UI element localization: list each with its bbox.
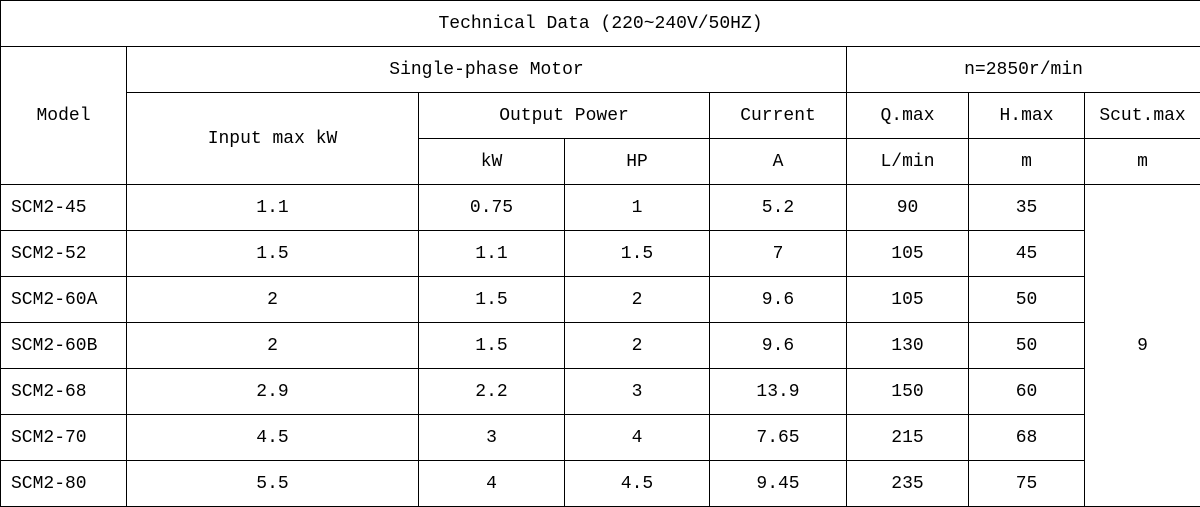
cell-qmax: 235: [847, 461, 969, 507]
col-output-power: Output Power: [419, 93, 710, 139]
unit-lmin: L/min: [847, 139, 969, 185]
cell-model: SCM2-60B: [1, 323, 127, 369]
table-row: SCM2-68 2.9 2.2 3 13.9 150 60: [1, 369, 1200, 415]
unit-hp: HP: [565, 139, 710, 185]
cell-qmax: 150: [847, 369, 969, 415]
cell-current: 7: [710, 231, 847, 277]
cell-qmax: 90: [847, 185, 969, 231]
cell-input: 4.5: [127, 415, 419, 461]
cell-kw: 1.5: [419, 323, 565, 369]
unit-a: A: [710, 139, 847, 185]
cell-qmax: 105: [847, 277, 969, 323]
cell-current: 5.2: [710, 185, 847, 231]
cell-qmax: 105: [847, 231, 969, 277]
group-single-phase-motor: Single-phase Motor: [127, 47, 847, 93]
cell-current: 9.6: [710, 323, 847, 369]
cell-model: SCM2-70: [1, 415, 127, 461]
cell-input: 2.9: [127, 369, 419, 415]
col-scut: Scut.max: [1085, 93, 1200, 139]
cell-kw: 1.5: [419, 277, 565, 323]
table-row: SCM2-52 1.5 1.1 1.5 7 105 45: [1, 231, 1200, 277]
group-n-rpm: n=2850r/min: [847, 47, 1200, 93]
cell-current: 9.6: [710, 277, 847, 323]
cell-current: 7.65: [710, 415, 847, 461]
technical-data-table: Technical Data (220~240V/50HZ) Model Sin…: [0, 0, 1200, 507]
cell-qmax: 215: [847, 415, 969, 461]
cell-hmax: 45: [969, 231, 1085, 277]
cell-kw: 0.75: [419, 185, 565, 231]
cell-hp: 2: [565, 277, 710, 323]
col-input: Input max kW: [127, 93, 419, 185]
table-row: SCM2-60A 2 1.5 2 9.6 105 50: [1, 277, 1200, 323]
table-row: SCM2-70 4.5 3 4 7.65 215 68: [1, 415, 1200, 461]
cell-hmax: 60: [969, 369, 1085, 415]
header-row-1: Model Single-phase Motor n=2850r/min: [1, 47, 1200, 93]
cell-input: 1.1: [127, 185, 419, 231]
cell-hmax: 75: [969, 461, 1085, 507]
cell-hp: 1: [565, 185, 710, 231]
header-row-2: Input max kW Output Power Current Q.max …: [1, 93, 1200, 139]
table-title: Technical Data (220~240V/50HZ): [1, 1, 1200, 47]
table-row: SCM2-60B 2 1.5 2 9.6 130 50: [1, 323, 1200, 369]
cell-input: 2: [127, 277, 419, 323]
cell-hmax: 68: [969, 415, 1085, 461]
cell-kw: 3: [419, 415, 565, 461]
cell-hp: 1.5: [565, 231, 710, 277]
unit-m-scut: m: [1085, 139, 1200, 185]
cell-model: SCM2-80: [1, 461, 127, 507]
col-model: Model: [1, 47, 127, 185]
cell-current: 9.45: [710, 461, 847, 507]
cell-model: SCM2-52: [1, 231, 127, 277]
cell-hmax: 50: [969, 277, 1085, 323]
col-current: Current: [710, 93, 847, 139]
col-qmax: Q.max: [847, 93, 969, 139]
cell-hp: 4: [565, 415, 710, 461]
cell-hp: 4.5: [565, 461, 710, 507]
cell-input: 2: [127, 323, 419, 369]
cell-model: SCM2-45: [1, 185, 127, 231]
cell-model: SCM2-60A: [1, 277, 127, 323]
unit-m-h: m: [969, 139, 1085, 185]
cell-hp: 3: [565, 369, 710, 415]
cell-qmax: 130: [847, 323, 969, 369]
cell-kw: 4: [419, 461, 565, 507]
cell-current: 13.9: [710, 369, 847, 415]
table-row: SCM2-80 5.5 4 4.5 9.45 235 75: [1, 461, 1200, 507]
cell-input: 5.5: [127, 461, 419, 507]
cell-hmax: 35: [969, 185, 1085, 231]
cell-scut: 9: [1085, 185, 1200, 507]
cell-hp: 2: [565, 323, 710, 369]
cell-hmax: 50: [969, 323, 1085, 369]
cell-model: SCM2-68: [1, 369, 127, 415]
col-hmax: H.max: [969, 93, 1085, 139]
cell-kw: 1.1: [419, 231, 565, 277]
table-row: SCM2-45 1.1 0.75 1 5.2 90 35 9: [1, 185, 1200, 231]
cell-kw: 2.2: [419, 369, 565, 415]
cell-input: 1.5: [127, 231, 419, 277]
title-row: Technical Data (220~240V/50HZ): [1, 1, 1200, 47]
unit-kw: kW: [419, 139, 565, 185]
